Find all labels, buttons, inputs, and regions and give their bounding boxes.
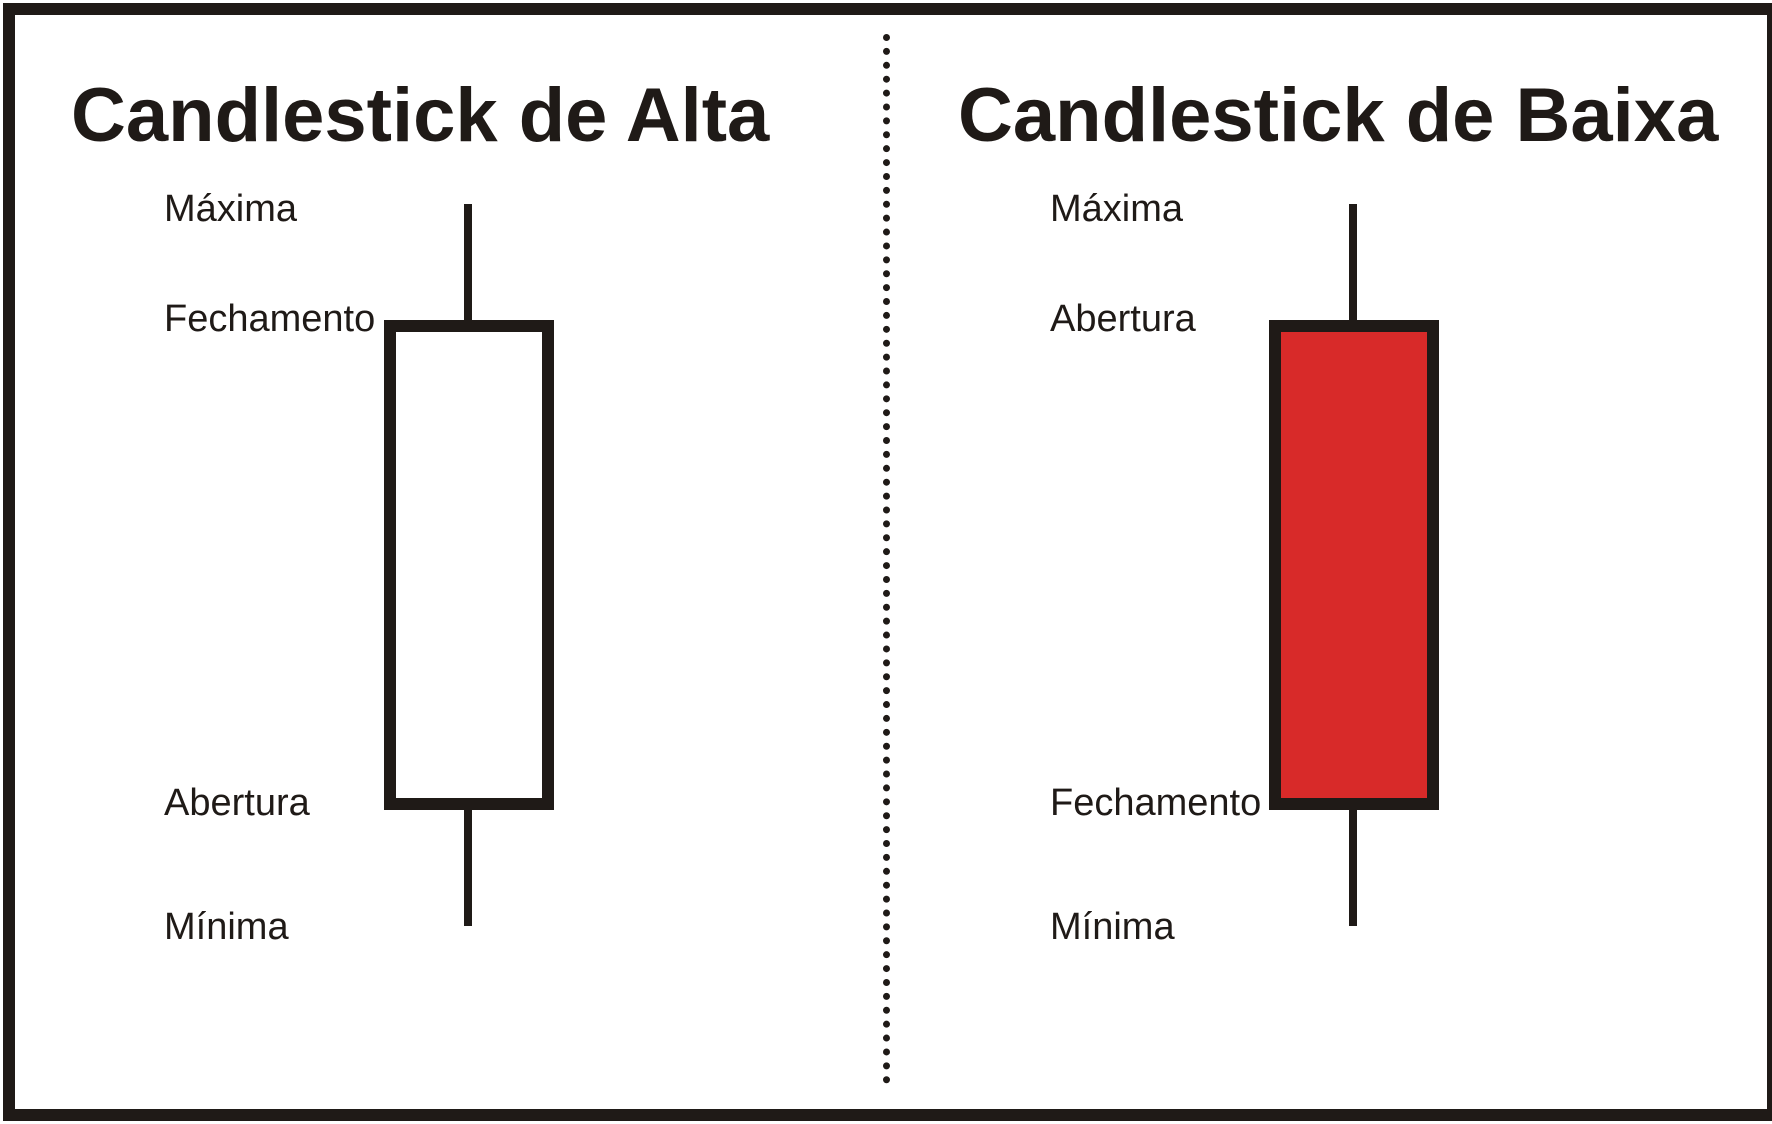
bullish-candle-panel: Candlestick de Alta Máxima Fechamento Ab… [0, 0, 885, 1124]
bearish-high-label: Máxima [1050, 188, 1184, 230]
bullish-high-label: Máxima [164, 188, 298, 230]
bearish-upper-wick [1349, 204, 1357, 324]
bullish-lower-wick [464, 800, 472, 926]
bullish-title: Candlestick de Alta [71, 73, 770, 158]
bullish-close-label: Fechamento [164, 298, 376, 340]
bearish-candle-body [1269, 320, 1439, 810]
bearish-title: Candlestick de Baixa [958, 73, 1719, 158]
bullish-candle-body [384, 320, 554, 810]
bearish-close-label: Fechamento [1050, 782, 1262, 824]
bearish-low-label: Mínima [1050, 906, 1175, 948]
dotted-divider [883, 34, 890, 1084]
bullish-open-label: Abertura [164, 782, 310, 824]
bearish-open-label: Abertura [1050, 298, 1196, 340]
bullish-low-label: Mínima [164, 906, 289, 948]
bearish-candle-panel: Candlestick de Baixa Máxima Abertura Fec… [885, 0, 1770, 1124]
bullish-upper-wick [464, 204, 472, 324]
bearish-lower-wick [1349, 800, 1357, 926]
